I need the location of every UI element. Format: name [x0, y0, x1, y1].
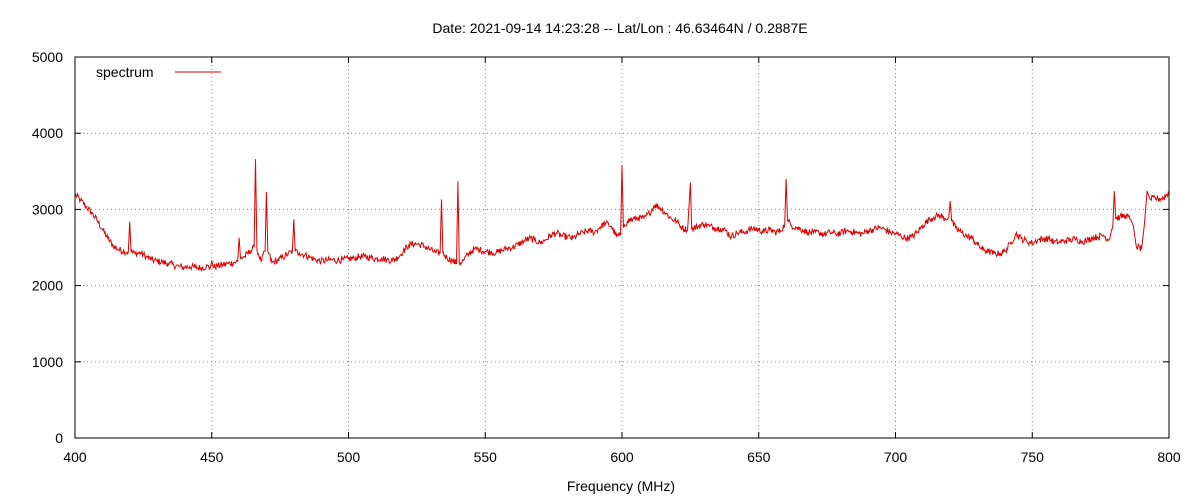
y-axis-ticks: 0 1000 2000 3000 4000 5000 — [32, 49, 1169, 446]
x-tick-label: 500 — [337, 449, 361, 465]
x-tick-label: 800 — [1157, 449, 1181, 465]
x-tick-label: 600 — [610, 449, 634, 465]
y-tick-label: 3000 — [32, 201, 63, 217]
x-tick-label: 750 — [1021, 449, 1045, 465]
y-tick-label: 5000 — [32, 49, 63, 65]
plot-border — [74, 56, 1170, 439]
x-axis-label: Frequency (MHz) — [567, 478, 675, 494]
series-line-spectrum — [74, 159, 1170, 272]
x-tick-label: 400 — [63, 449, 87, 465]
x-tick-label: 650 — [747, 449, 771, 465]
legend-label-spectrum: spectrum — [96, 64, 154, 80]
x-tick-label: 700 — [884, 449, 908, 465]
legend: spectrum — [96, 64, 221, 80]
x-axis-ticks: 400 450 500 550 600 650 700 750 800 — [63, 57, 1181, 465]
y-tick-label: 1000 — [32, 354, 63, 370]
chart-title: Date: 2021-09-14 14:23:28 -- Lat/Lon : 4… — [432, 20, 807, 36]
grid-lines — [75, 57, 1169, 438]
x-tick-label: 450 — [200, 449, 224, 465]
y-tick-label: 4000 — [32, 125, 63, 141]
y-tick-label: 0 — [55, 430, 63, 446]
y-tick-label: 2000 — [32, 278, 63, 294]
x-tick-label: 550 — [474, 449, 498, 465]
